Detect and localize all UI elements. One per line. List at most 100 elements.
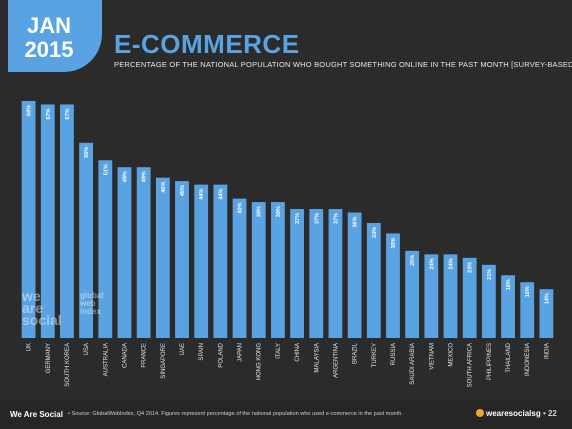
bar-brazil xyxy=(347,212,362,338)
bar-poland xyxy=(213,184,228,338)
category-label: CANADA xyxy=(122,343,128,368)
category-label: JAPAN xyxy=(238,343,244,362)
value-label: 56% xyxy=(84,147,90,158)
value-label: 21% xyxy=(487,269,493,280)
bar-turkey xyxy=(366,222,381,338)
category-label: UK xyxy=(27,343,33,351)
value-label: 44% xyxy=(199,189,205,200)
bar-chart: 68% UK 67% GERMANY 67% SOUTH KOREA 56% USA 51% AU… xyxy=(21,100,554,387)
footer-source: • Source: GlobalWebIndex, Q4 2014. Figur… xyxy=(68,411,403,417)
watermark-line-2: are xyxy=(22,300,44,316)
footer: We Are Social • Source: GlobalWebIndex, … xyxy=(0,400,572,429)
gwi-line-2: web xyxy=(80,299,96,308)
category-label: ARGENTINA xyxy=(333,343,339,378)
bar-italy xyxy=(271,202,285,338)
bar-malaysia xyxy=(309,209,324,338)
bar-south-africa xyxy=(462,257,477,338)
value-label: 37% xyxy=(314,213,320,224)
category-label: SPAIN xyxy=(199,343,205,361)
category-label: GERMANY xyxy=(46,343,52,373)
category-label: INDIA xyxy=(544,343,550,359)
category-label: SINGAPORE xyxy=(161,343,167,379)
category-label: FRANCE xyxy=(142,343,148,368)
category-label: INDONESIA xyxy=(525,343,531,376)
value-label: 24% xyxy=(429,258,435,269)
category-label: PHILIPPINES xyxy=(487,343,493,380)
bar-australia xyxy=(98,160,113,338)
value-label: 45% xyxy=(180,185,186,196)
watermark-line-1: we xyxy=(22,288,41,304)
bar-philippines xyxy=(481,264,496,338)
category-label: CHINA xyxy=(295,343,301,362)
date-year: 2015 xyxy=(24,37,74,62)
value-label: 39% xyxy=(257,206,263,217)
category-label: BRAZIL xyxy=(353,342,359,364)
globalwebindex-watermark: global web index xyxy=(80,292,104,316)
gwi-line-3: index xyxy=(80,307,101,316)
bar-hong-kong xyxy=(251,202,266,338)
bar-china xyxy=(290,209,304,338)
bar-russia xyxy=(386,233,400,338)
we-are-social-watermark: we are social global web index xyxy=(22,288,104,328)
value-label: 37% xyxy=(333,213,339,224)
value-label: 67% xyxy=(46,108,52,119)
bar-france xyxy=(136,167,151,338)
value-label: 30% xyxy=(391,237,397,248)
value-label: 33% xyxy=(372,227,378,238)
bar-mexico xyxy=(443,254,458,338)
value-label: 67% xyxy=(65,108,71,119)
bar-spain xyxy=(194,184,209,338)
value-label: 39% xyxy=(276,206,282,217)
value-label: 49% xyxy=(122,171,128,182)
value-label: 37% xyxy=(295,213,301,224)
category-label: THAILAND xyxy=(506,342,512,372)
value-label: 46% xyxy=(161,182,167,193)
value-label: 49% xyxy=(142,171,148,182)
category-label: TURKEY xyxy=(372,343,378,367)
category-label: SOUTH AFRICA xyxy=(468,343,474,387)
bar-canada xyxy=(117,167,132,338)
value-label: 16% xyxy=(525,286,531,297)
footer-handle-text: wearesocialsg xyxy=(486,409,541,418)
category-label: RUSSIA xyxy=(391,343,397,365)
bar-saudi-arabia xyxy=(405,250,420,338)
category-label: HONG KONG xyxy=(257,343,263,381)
date-month: JAN xyxy=(26,13,71,38)
bar-argentina xyxy=(328,209,343,338)
category-label: SOUTH KOREA xyxy=(65,343,71,387)
category-label: MEXICO xyxy=(449,343,455,367)
value-label: 24% xyxy=(449,258,455,269)
footer-brand: We Are Social xyxy=(10,410,63,419)
value-label: 23% xyxy=(468,262,474,273)
value-label: 40% xyxy=(238,202,244,213)
bar-usa xyxy=(79,142,94,338)
watermark-line-3: social xyxy=(22,312,62,328)
bar-uae xyxy=(175,181,189,338)
footer-handle: wearesocialsg • 22 xyxy=(476,409,557,418)
bar-japan xyxy=(232,198,247,338)
value-label: 44% xyxy=(218,189,224,200)
page-number: • 22 xyxy=(542,409,557,418)
wearesocial-logo-icon xyxy=(476,409,484,417)
bar-singapore xyxy=(155,177,170,338)
bar-vietnam xyxy=(424,254,439,338)
value-label: 18% xyxy=(506,279,512,290)
page-subtitle: PERCENTAGE OF THE NATIONAL POPULATION WH… xyxy=(114,60,572,69)
category-label: UAE xyxy=(180,343,186,355)
category-label: ITALY xyxy=(276,343,282,359)
bar-thailand xyxy=(501,275,515,338)
date-badge: JAN 2015 xyxy=(8,0,102,72)
value-label: 25% xyxy=(410,255,416,266)
category-label: MALAYSIA xyxy=(314,343,320,373)
category-label: AUSTRALIA xyxy=(103,343,109,376)
value-label: 14% xyxy=(544,293,550,304)
gwi-line-1: global xyxy=(80,291,104,300)
category-label: USA xyxy=(84,343,90,355)
bar-uk xyxy=(21,100,36,338)
bar-india xyxy=(539,289,554,338)
value-label: 51% xyxy=(103,164,109,175)
value-label: 36% xyxy=(353,216,359,227)
bar-indonesia xyxy=(520,282,535,338)
category-label: VIETNAM xyxy=(429,343,435,370)
page-title: E-COMMERCE xyxy=(114,29,300,59)
